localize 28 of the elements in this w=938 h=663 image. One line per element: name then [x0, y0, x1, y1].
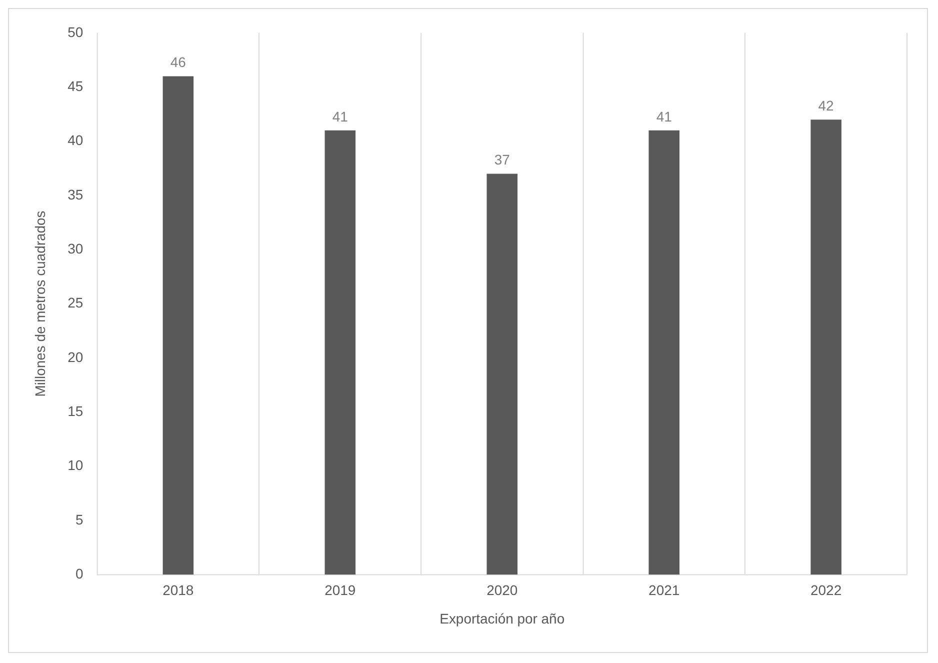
data-label: 41 [332, 108, 348, 124]
y-tick-label: 10 [68, 457, 84, 474]
data-label: 46 [170, 54, 186, 70]
y-tick-label: 30 [68, 240, 84, 256]
y-tick-label: 5 [75, 511, 84, 528]
y-tick-label: 40 [68, 132, 84, 148]
y-tick-label: 15 [68, 402, 84, 419]
bar [486, 174, 518, 575]
data-label: 41 [656, 108, 672, 124]
y-tick-label: 20 [68, 348, 84, 365]
y-tick-label: 25 [68, 294, 84, 311]
data-label: 37 [494, 152, 510, 168]
data-label: 42 [818, 97, 834, 114]
x-axis-title: Exportación por año [440, 610, 565, 627]
y-axis-title: Millones de metros cuadrados [32, 210, 48, 397]
x-tick-label: 2022 [810, 582, 842, 598]
y-tick-label: 35 [68, 186, 84, 202]
y-tick-label: 45 [68, 78, 84, 94]
bar [810, 120, 842, 575]
y-tick-label: 50 [68, 24, 84, 40]
x-tick-label: 2021 [648, 582, 680, 598]
x-tick-label: 2020 [486, 582, 518, 598]
y-tick-label: 0 [75, 565, 84, 582]
x-tick-label: 2019 [324, 582, 356, 598]
bar [648, 130, 680, 575]
bar [162, 76, 194, 575]
x-tick-label: 2018 [162, 582, 194, 598]
bar [324, 130, 356, 575]
